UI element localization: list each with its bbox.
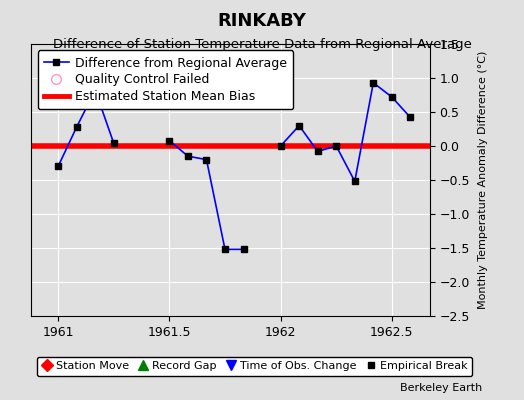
- Difference from Regional Average: [111, 141, 117, 146]
- Line: Difference from Regional Average: Difference from Regional Average: [56, 88, 116, 169]
- Y-axis label: Monthly Temperature Anomaly Difference (°C): Monthly Temperature Anomaly Difference (…: [478, 51, 488, 309]
- Difference from Regional Average: [73, 124, 80, 129]
- Difference from Regional Average: [92, 88, 99, 93]
- Difference from Regional Average: [55, 164, 61, 169]
- Legend: Station Move, Record Gap, Time of Obs. Change, Empirical Break: Station Move, Record Gap, Time of Obs. C…: [37, 357, 472, 376]
- Text: RINKABY: RINKABY: [217, 12, 307, 30]
- Text: Berkeley Earth: Berkeley Earth: [400, 383, 482, 393]
- Text: Difference of Station Temperature Data from Regional Average: Difference of Station Temperature Data f…: [52, 38, 472, 51]
